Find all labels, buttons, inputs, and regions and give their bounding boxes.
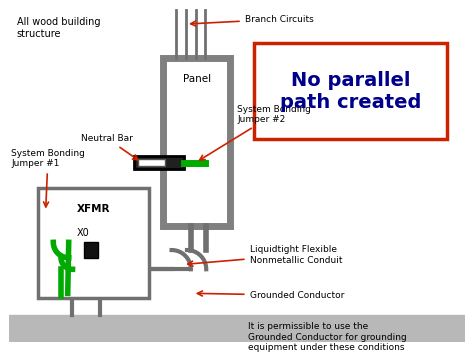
- Bar: [134, 156, 184, 169]
- Bar: [255, 43, 447, 140]
- Text: System Bonding
Jumper #2: System Bonding Jumper #2: [200, 105, 311, 160]
- Text: X0: X0: [77, 228, 90, 238]
- Bar: [138, 159, 165, 166]
- Bar: [163, 58, 230, 226]
- Text: No parallel
path created: No parallel path created: [280, 71, 421, 112]
- Bar: [84, 242, 98, 258]
- Bar: [38, 188, 148, 298]
- Bar: [9, 315, 465, 342]
- Text: XFMR: XFMR: [76, 204, 110, 214]
- Text: Panel: Panel: [182, 74, 210, 84]
- Text: It is permissible to use the
Grounded Conductor for grounding
equipment under th: It is permissible to use the Grounded Co…: [247, 322, 406, 352]
- Text: System Bonding
Jumper #1: System Bonding Jumper #1: [11, 149, 85, 207]
- Text: Branch Circuits: Branch Circuits: [191, 15, 313, 26]
- Text: Liquidtight Flexible
Nonmetallic Conduit: Liquidtight Flexible Nonmetallic Conduit: [188, 245, 342, 266]
- Text: Grounded Conductor: Grounded Conductor: [197, 291, 344, 300]
- Text: Neutral Bar: Neutral Bar: [81, 134, 138, 160]
- Text: All wood building
structure: All wood building structure: [17, 17, 100, 39]
